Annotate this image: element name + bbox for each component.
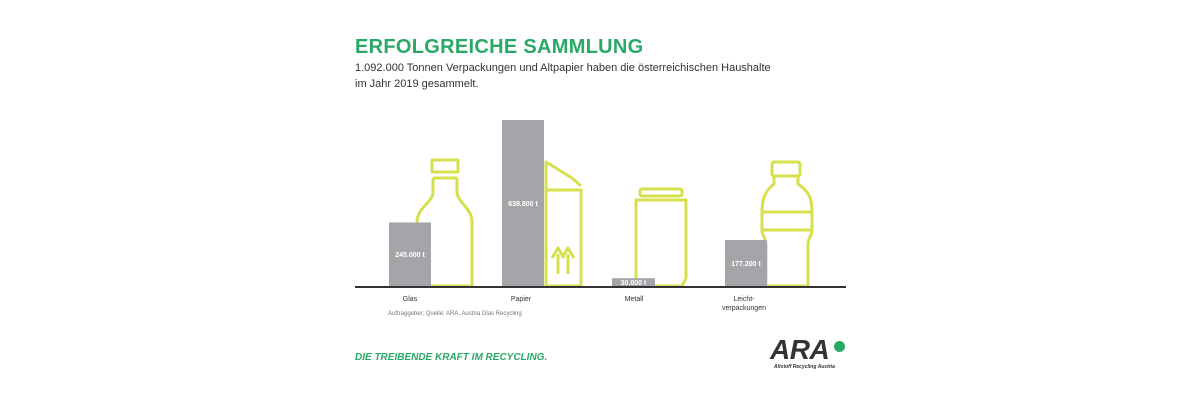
- bar-1: [389, 222, 431, 286]
- page-subtitle: 1.092.000 Tonnen Verpackungen und Altpap…: [355, 62, 771, 90]
- bar-value-label: 245.000 t: [395, 252, 425, 259]
- category-label: Leicht-verpackungen: [722, 296, 766, 312]
- bar-2: [502, 120, 544, 286]
- logo-text: ARA: [770, 334, 830, 365]
- category-label: Glas: [403, 296, 418, 303]
- page-title: ERFOLGREICHE SAMMLUNG: [355, 36, 644, 58]
- infographic-panel: [322, 0, 878, 400]
- bar-3: [612, 278, 655, 286]
- logo-subtitle: Altstoff Recycling Austria: [774, 364, 835, 370]
- source-note: Auftraggeber, Quelle: ARA, Austria Glas …: [388, 311, 522, 317]
- bar-4: [725, 240, 767, 286]
- plastic-bottle-icon: [760, 160, 814, 288]
- ara-logo: ARA Altstoff Recycling Austria: [770, 335, 850, 375]
- bar-value-label: 30.000 t: [621, 280, 647, 287]
- bar-value-label: 639.800 t: [508, 201, 538, 208]
- recycling-icon: [834, 341, 845, 352]
- carton-icon: [544, 160, 583, 288]
- tagline: DIE TREIBENDE KRAFT IM RECYCLING.: [355, 352, 548, 363]
- category-label: Papier: [511, 296, 532, 303]
- bar-value-label: 177.200 t: [731, 261, 761, 268]
- category-label: Metall: [625, 296, 644, 303]
- can-icon: [634, 187, 688, 288]
